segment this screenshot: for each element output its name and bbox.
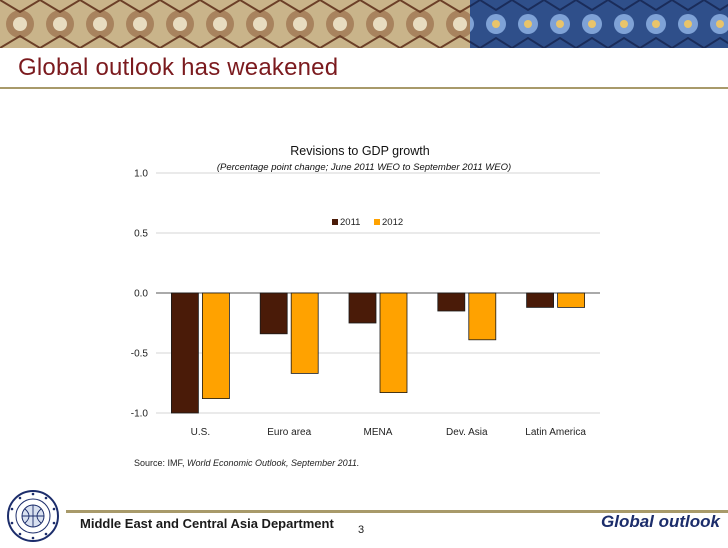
legend-label-2012: 2012 (382, 217, 403, 228)
x-tick-label: MENA (364, 427, 393, 438)
source-publication: World Economic Outlook, September 2011. (187, 458, 360, 468)
bar-2011-mena (348, 292, 377, 324)
bar-2011-latin-america (526, 292, 554, 308)
chart-subtitle: (Percentage point change; June 2011 WEO … (217, 162, 511, 173)
y-tick-label: 1.0 (134, 169, 148, 180)
title-divider (0, 87, 728, 89)
imf-seal-icon (6, 489, 60, 543)
bar-2011-u-s- (170, 292, 199, 414)
y-tick-label: -0.5 (131, 349, 149, 360)
x-tick-label: U.S. (191, 427, 210, 438)
legend-label-2011: 2011 (340, 217, 360, 228)
page-number: 3 (358, 524, 365, 536)
y-tick-label: 0.5 (134, 229, 148, 240)
department-name: Middle East and Central Asia Department (80, 516, 334, 531)
footer-divider (66, 510, 728, 513)
section-label: Global outlook (601, 512, 720, 531)
source-note: Source: IMF, World Economic Outlook, Sep… (134, 458, 359, 468)
decorative-banner (0, 0, 728, 48)
slide-title: Global outlook has weakened (18, 54, 339, 81)
chart-title: Revisions to GDP growth (290, 144, 429, 158)
legend-swatch-2011 (332, 219, 338, 225)
x-tick-label: Latin America (525, 427, 586, 438)
source-prefix: Source: IMF, (134, 458, 188, 468)
bar-2012-dev-asia (468, 292, 497, 341)
bar-2012-euro-area (290, 292, 319, 374)
x-tick-label: Dev. Asia (446, 427, 488, 438)
x-tick-label: Euro area (267, 427, 311, 438)
legend-swatch-2012 (374, 219, 380, 225)
y-tick-label: -1.0 (131, 409, 149, 420)
bar-2011-dev-asia (437, 292, 466, 312)
bar-2012-u-s- (201, 292, 230, 399)
bar-2012-latin-america (557, 292, 585, 308)
bar-2011-euro-area (259, 292, 288, 335)
bar-2012-mena (379, 292, 408, 393)
y-tick-label: 0.0 (134, 289, 148, 300)
